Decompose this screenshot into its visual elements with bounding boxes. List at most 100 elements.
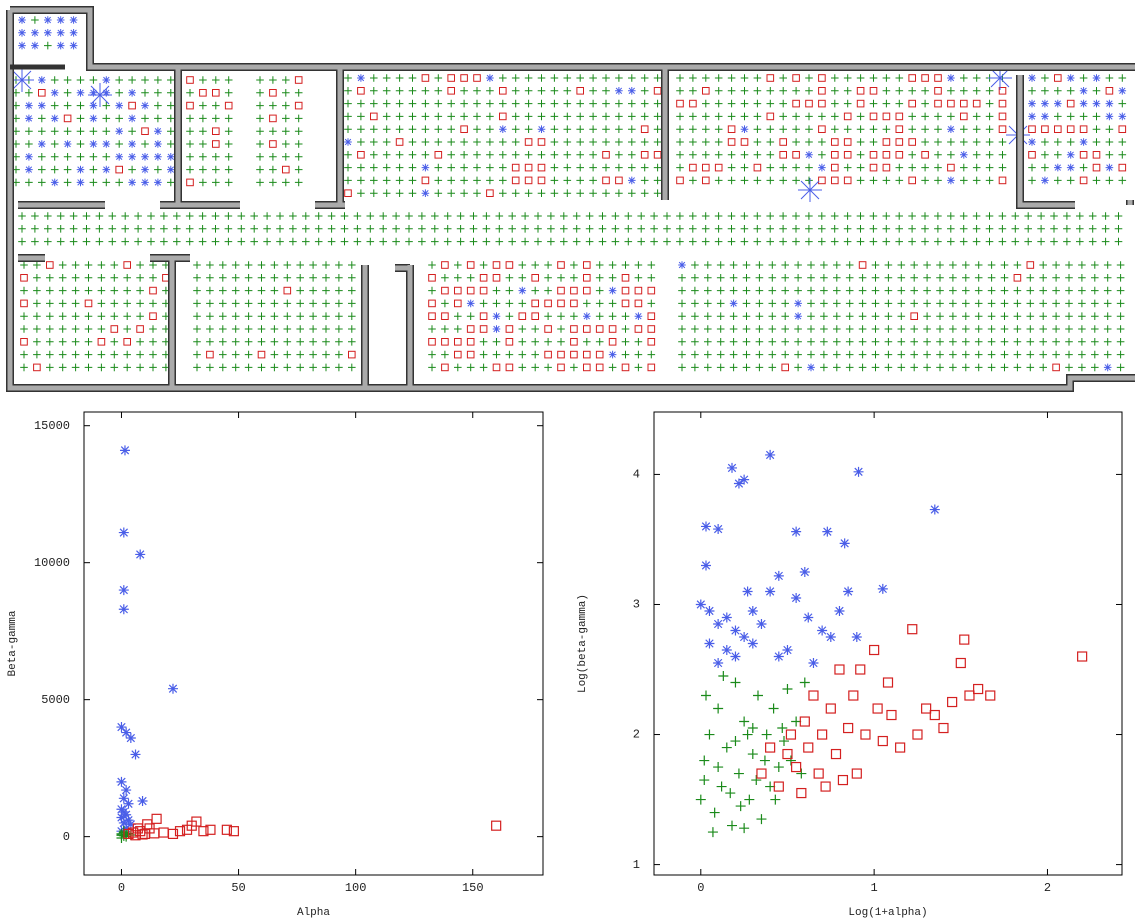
plan-marker [1063,237,1071,246]
plan-marker [949,325,957,333]
plan-marker [727,176,736,185]
plan-marker [676,176,684,185]
plan-marker [691,325,699,333]
plan-marker [224,153,233,161]
plan-marker [653,163,662,172]
point [730,736,741,747]
plan-marker [818,87,826,95]
plan-marker [908,112,917,121]
plan-marker [63,101,72,110]
plan-marker [831,163,839,172]
point [739,474,750,485]
plan-marker [524,176,533,185]
plan-marker [219,325,227,333]
plan-marker [908,125,917,133]
plan-marker [856,74,865,82]
plan-marker [621,274,630,282]
plan-marker [395,189,404,197]
plan-marker [557,325,565,333]
plan-marker [97,363,106,372]
plan-marker [281,127,290,135]
plan-marker [703,363,712,372]
plan-marker [727,163,736,172]
plan-marker [511,87,520,95]
plan-marker [453,312,462,321]
plan-marker [219,273,227,282]
plan-marker [959,138,968,146]
plan-marker [807,286,815,295]
plan-marker [193,312,201,321]
plan-marker [602,87,610,95]
point [837,774,849,786]
plan-marker [473,138,481,146]
plan-marker [531,286,540,295]
plan-marker [766,237,775,246]
plan-marker [534,225,542,233]
plan-marker [136,337,144,346]
plan-marker [167,127,175,135]
plan-marker [123,299,131,308]
plan-marker [50,127,59,135]
plan-marker [369,99,378,108]
plan-marker [959,151,968,159]
plan-marker [547,225,555,233]
point [882,677,894,688]
plan-marker [1116,299,1125,308]
plan-marker [856,112,865,121]
plan-marker [640,99,649,108]
plan-marker [742,350,751,359]
plan-marker [582,299,591,308]
plan-marker [110,312,119,321]
plan-marker [95,237,104,246]
plan-marker [366,225,375,233]
plan-marker [779,125,788,133]
plan-marker [959,237,968,246]
point [765,742,776,753]
plan-marker [428,338,436,346]
plan-marker [167,140,175,148]
plan-marker [1026,286,1035,295]
plan-marker [294,76,303,84]
plan-marker [1101,225,1110,233]
plan-marker [134,237,142,246]
plan-marker [691,312,699,321]
plan-marker [447,189,456,197]
plan-marker [206,337,214,346]
plan-marker [212,76,220,84]
point [791,716,802,727]
plan-marker [1037,212,1045,220]
plan-marker [76,76,85,84]
plan-marker [572,212,581,220]
plan-marker [1091,350,1099,359]
plan-marker [69,16,78,24]
plan-marker [269,165,277,174]
point [191,816,202,827]
plan-marker [534,237,542,246]
plan-marker [830,74,839,82]
plan-marker [511,151,520,159]
series [123,813,502,841]
plan-marker [84,273,93,282]
point [739,631,750,642]
plan-marker [206,350,214,359]
plan-marker [479,312,488,320]
y-tick-label: 1 [633,858,640,872]
plan-marker [908,212,916,220]
plan-marker [63,165,72,174]
plan-marker [466,261,475,269]
plan-marker [441,363,449,372]
plan-marker [327,212,336,220]
plan-marker [856,125,865,133]
plan-marker [102,153,111,161]
plan-marker [843,225,852,233]
plan-marker [832,286,841,295]
plan-marker [634,325,643,333]
plan-marker [627,99,636,108]
plan-marker [301,212,310,220]
plan-marker [322,273,330,282]
plan-marker [531,299,540,308]
point [713,658,724,669]
point [699,755,710,766]
plan-marker [110,325,119,333]
plan-marker [985,99,994,108]
